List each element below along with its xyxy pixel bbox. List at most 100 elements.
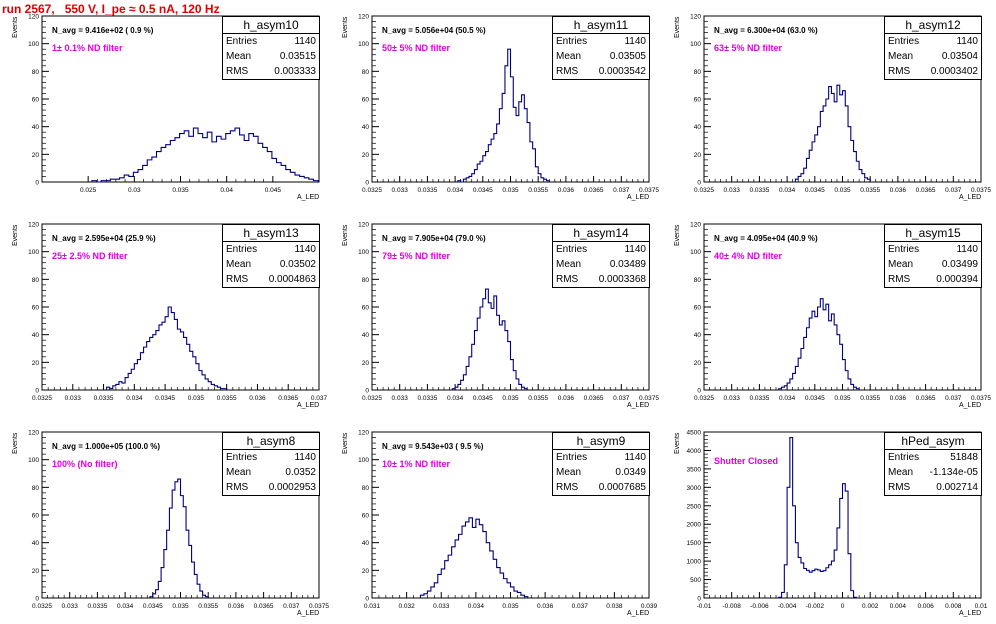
histogram-bin <box>854 597 857 598</box>
histogram-bin <box>462 526 465 598</box>
x-tick-label: 0.035 <box>834 395 851 402</box>
histogram-bin <box>194 574 197 598</box>
histogram-bin <box>221 389 224 390</box>
histogram-bin <box>152 157 157 182</box>
navg-label: N_avg = 7.905e+04 (79.0 %) <box>382 234 486 243</box>
stat-box: h_asym14 Entries 1140 Mean 0.03489 RMS 0.00033… <box>552 224 650 288</box>
histogram-bin <box>795 366 798 390</box>
x-tick-label: 0.036 <box>890 395 907 402</box>
histogram-bin <box>120 178 125 182</box>
histogram-bin <box>502 321 505 390</box>
histogram-bin <box>92 181 97 182</box>
histogram-bin <box>535 167 538 182</box>
y-tick-label: 80 <box>694 69 702 76</box>
histogram-bin <box>519 384 522 390</box>
histogram-outline <box>794 84 871 182</box>
histogram-bin <box>859 170 862 182</box>
x-tick-label: -0.004 <box>778 603 797 610</box>
histogram-bin <box>133 172 138 182</box>
y-tick-label: 120 <box>690 14 701 21</box>
histogram-bin <box>511 360 514 390</box>
histogram-bin <box>165 317 168 390</box>
histogram-bin <box>522 95 525 182</box>
x-tick-label: 0.036 <box>558 187 575 194</box>
histogram-bin <box>202 375 205 390</box>
histogram-plot: 0.0325 0.033 0.0335 0.034 0.0345 0.035 0.0355 0… <box>690 222 991 403</box>
histogram-bin <box>192 562 195 598</box>
x-tick-label: 0.0345 <box>473 395 493 402</box>
histogram-bin <box>253 136 258 182</box>
histogram-bin <box>840 344 843 390</box>
stat-label: RMS <box>226 482 249 493</box>
stat-label: RMS <box>556 66 579 77</box>
histogram-bin <box>865 178 868 182</box>
y-tick-label: 120 <box>358 430 369 437</box>
stat-value: 1140 <box>956 36 978 47</box>
stat-label: Entries <box>888 244 920 255</box>
y-tick-label: 0 <box>697 388 701 395</box>
x-tick-label: 0.034 <box>779 395 796 402</box>
x-tick-label: 0.0375 <box>309 603 329 610</box>
histogram-bin <box>486 543 489 598</box>
stat-row-mean: Mean -1.134e-05 <box>885 465 981 480</box>
histogram-bin <box>172 490 175 598</box>
y-tick-label: 40 <box>694 332 702 339</box>
histogram-bin <box>186 530 189 598</box>
histogram-bin <box>516 116 519 182</box>
histogram-bin <box>313 181 318 182</box>
histogram-bin <box>533 149 536 182</box>
histogram-pad-h_asym13: 0.0325 0.033 0.0335 0.034 0.0345 0.035 0.0355 0… <box>0 208 328 410</box>
stat-box: h_asym10 Entries 1140 Mean 0.03515 RMS 0.00333… <box>222 16 320 80</box>
x-tick-label: 0.0325 <box>362 395 382 402</box>
y-axis-title: Events <box>12 224 19 246</box>
histogram-bin <box>205 379 208 390</box>
histogram-bin <box>181 496 184 598</box>
histogram-bin <box>527 123 530 182</box>
histogram-bin <box>156 590 159 598</box>
x-tick-label: 0.0375 <box>971 187 991 194</box>
histogram-name: h_asym8 <box>223 433 319 450</box>
y-tick-label: 40 <box>362 540 370 547</box>
y-tick-label: 0 <box>35 596 39 603</box>
histogram-bin <box>521 595 524 598</box>
histogram-bin <box>806 570 809 598</box>
navg-label: N_avg = 4.095e+04 (40.9 %) <box>714 234 818 243</box>
x-tick-label: 0.0355 <box>528 187 548 194</box>
x-tick-label: 0.025 <box>80 187 97 194</box>
histogram-bin <box>124 175 129 182</box>
y-tick-label: 80 <box>362 69 370 76</box>
histogram-bin <box>511 587 514 598</box>
stat-label: RMS <box>888 482 911 493</box>
histogram-plot: 0.0325 0.033 0.0335 0.034 0.0345 0.035 0.0355 0… <box>358 222 659 403</box>
histogram-outline <box>778 436 857 598</box>
stat-row-rms: RMS 0.0003542 <box>553 64 649 79</box>
y-tick-label: 20 <box>32 360 40 367</box>
histogram-bin <box>448 555 451 598</box>
y-tick-label: 40 <box>362 332 370 339</box>
stat-value: 0.0003542 <box>598 66 646 77</box>
x-tick-label: 0.035 <box>502 395 519 402</box>
stat-row-mean: Mean 0.03505 <box>553 49 649 64</box>
histogram-bin <box>809 150 812 182</box>
histogram-outline <box>149 478 209 598</box>
histogram-bin <box>804 568 807 598</box>
histogram-bin <box>804 337 807 390</box>
x-tick-label: 0.04 <box>220 187 233 194</box>
x-axis-title: A_LED <box>627 402 650 409</box>
histogram-bin <box>161 147 166 182</box>
x-tick-label: 0.0365 <box>916 395 936 402</box>
histogram-bin <box>198 134 203 182</box>
filter-label: 1± 0.1% ND filter <box>52 43 123 53</box>
histogram-bin <box>818 570 821 598</box>
navg-label: N_avg = 1.000e+05 (100.0 %) <box>52 442 161 451</box>
x-axis-title: A_LED <box>297 610 320 617</box>
histogram-bin <box>787 383 790 390</box>
y-tick-label: 60 <box>32 305 40 312</box>
histogram-bin <box>159 325 162 390</box>
filter-label: 10± 1% ND filter <box>382 459 450 469</box>
histogram-bin <box>203 595 206 598</box>
histogram-bin <box>798 176 801 182</box>
histogram-bin <box>438 574 441 598</box>
histogram-bin <box>806 328 809 390</box>
stat-row-entries: Entries 1140 <box>553 242 649 257</box>
